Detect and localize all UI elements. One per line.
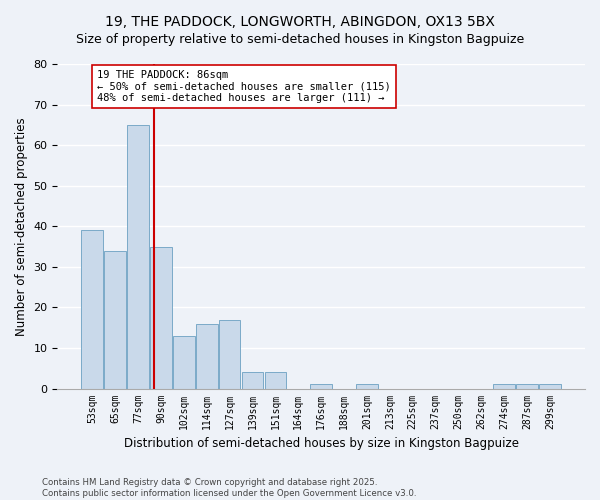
Bar — [356, 384, 378, 388]
Bar — [196, 324, 218, 388]
Y-axis label: Number of semi-detached properties: Number of semi-detached properties — [15, 117, 28, 336]
Bar — [539, 384, 561, 388]
Text: 19 THE PADDOCK: 86sqm
← 50% of semi-detached houses are smaller (115)
48% of sem: 19 THE PADDOCK: 86sqm ← 50% of semi-deta… — [97, 70, 391, 103]
Bar — [242, 372, 263, 388]
Bar — [517, 384, 538, 388]
Bar — [150, 246, 172, 388]
Text: 19, THE PADDOCK, LONGWORTH, ABINGDON, OX13 5BX: 19, THE PADDOCK, LONGWORTH, ABINGDON, OX… — [105, 15, 495, 29]
Text: Size of property relative to semi-detached houses in Kingston Bagpuize: Size of property relative to semi-detach… — [76, 32, 524, 46]
Bar — [173, 336, 195, 388]
Bar — [104, 250, 126, 388]
Bar — [219, 320, 241, 388]
Bar — [493, 384, 515, 388]
Bar — [310, 384, 332, 388]
X-axis label: Distribution of semi-detached houses by size in Kingston Bagpuize: Distribution of semi-detached houses by … — [124, 437, 519, 450]
Text: Contains HM Land Registry data © Crown copyright and database right 2025.
Contai: Contains HM Land Registry data © Crown c… — [42, 478, 416, 498]
Bar — [265, 372, 286, 388]
Bar — [82, 230, 103, 388]
Bar — [127, 125, 149, 388]
